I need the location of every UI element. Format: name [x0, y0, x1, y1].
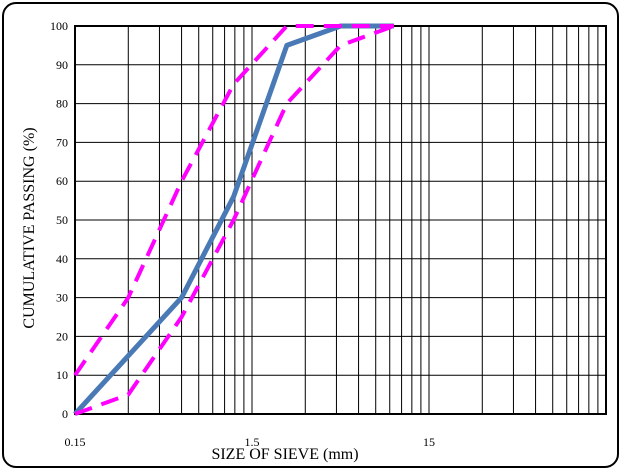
x-tick-label: 15 — [423, 435, 435, 449]
y-tick-label: 10 — [56, 368, 68, 382]
y-axis-title: CUMULATIVE PASSING (%) — [21, 127, 38, 328]
grid — [74, 25, 606, 415]
y-tick-label: 80 — [56, 97, 68, 111]
x-tick-label: 0.15 — [65, 435, 86, 449]
y-tick-label: 100 — [50, 19, 68, 33]
envelope-limit-curve-1 — [73, 24, 394, 377]
y-tick-label: 70 — [56, 135, 68, 149]
series-group — [73, 23, 395, 416]
y-tick-label: 60 — [56, 174, 68, 188]
y-tick-labels: 0 10 20 30 40 50 60 70 80 90 100 — [50, 19, 68, 421]
y-tick-label: 30 — [56, 291, 68, 305]
y-tick-label: 0 — [62, 407, 68, 421]
y-tick-label: 40 — [56, 252, 68, 266]
y-tick-label: 50 — [56, 213, 68, 227]
x-tick-labels: 0.15 1.5 15 — [65, 435, 436, 449]
y-tick-label: 20 — [56, 329, 68, 343]
y-tick-label: 90 — [56, 58, 68, 72]
x-tick-label: 1.5 — [245, 435, 260, 449]
x-axis-title: SIZE OF SIEVE (mm) — [211, 446, 358, 463]
envelope-limit-curve-2 — [74, 24, 395, 416]
gradation-curve — [73, 23, 394, 416]
